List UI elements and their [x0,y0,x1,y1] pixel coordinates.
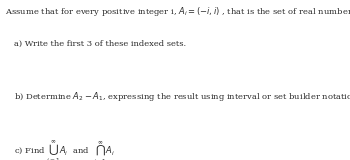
Text: a) Write the first 3 of these indexed sets.: a) Write the first 3 of these indexed se… [14,40,186,48]
Text: Assume that for every positive integer i, $A_i = (-i, i)$ , that is the set of r: Assume that for every positive integer i… [5,5,350,18]
Text: b) Determine $A_2 - A_1$, expressing the result using interval or set builder no: b) Determine $A_2 - A_1$, expressing the… [14,90,350,103]
Text: c) Find $\bigcup_{i=1}^{\infty} A_i$  and  $\bigcap_{i=1}^{\infty} A_i$: c) Find $\bigcup_{i=1}^{\infty} A_i$ and… [14,139,115,160]
